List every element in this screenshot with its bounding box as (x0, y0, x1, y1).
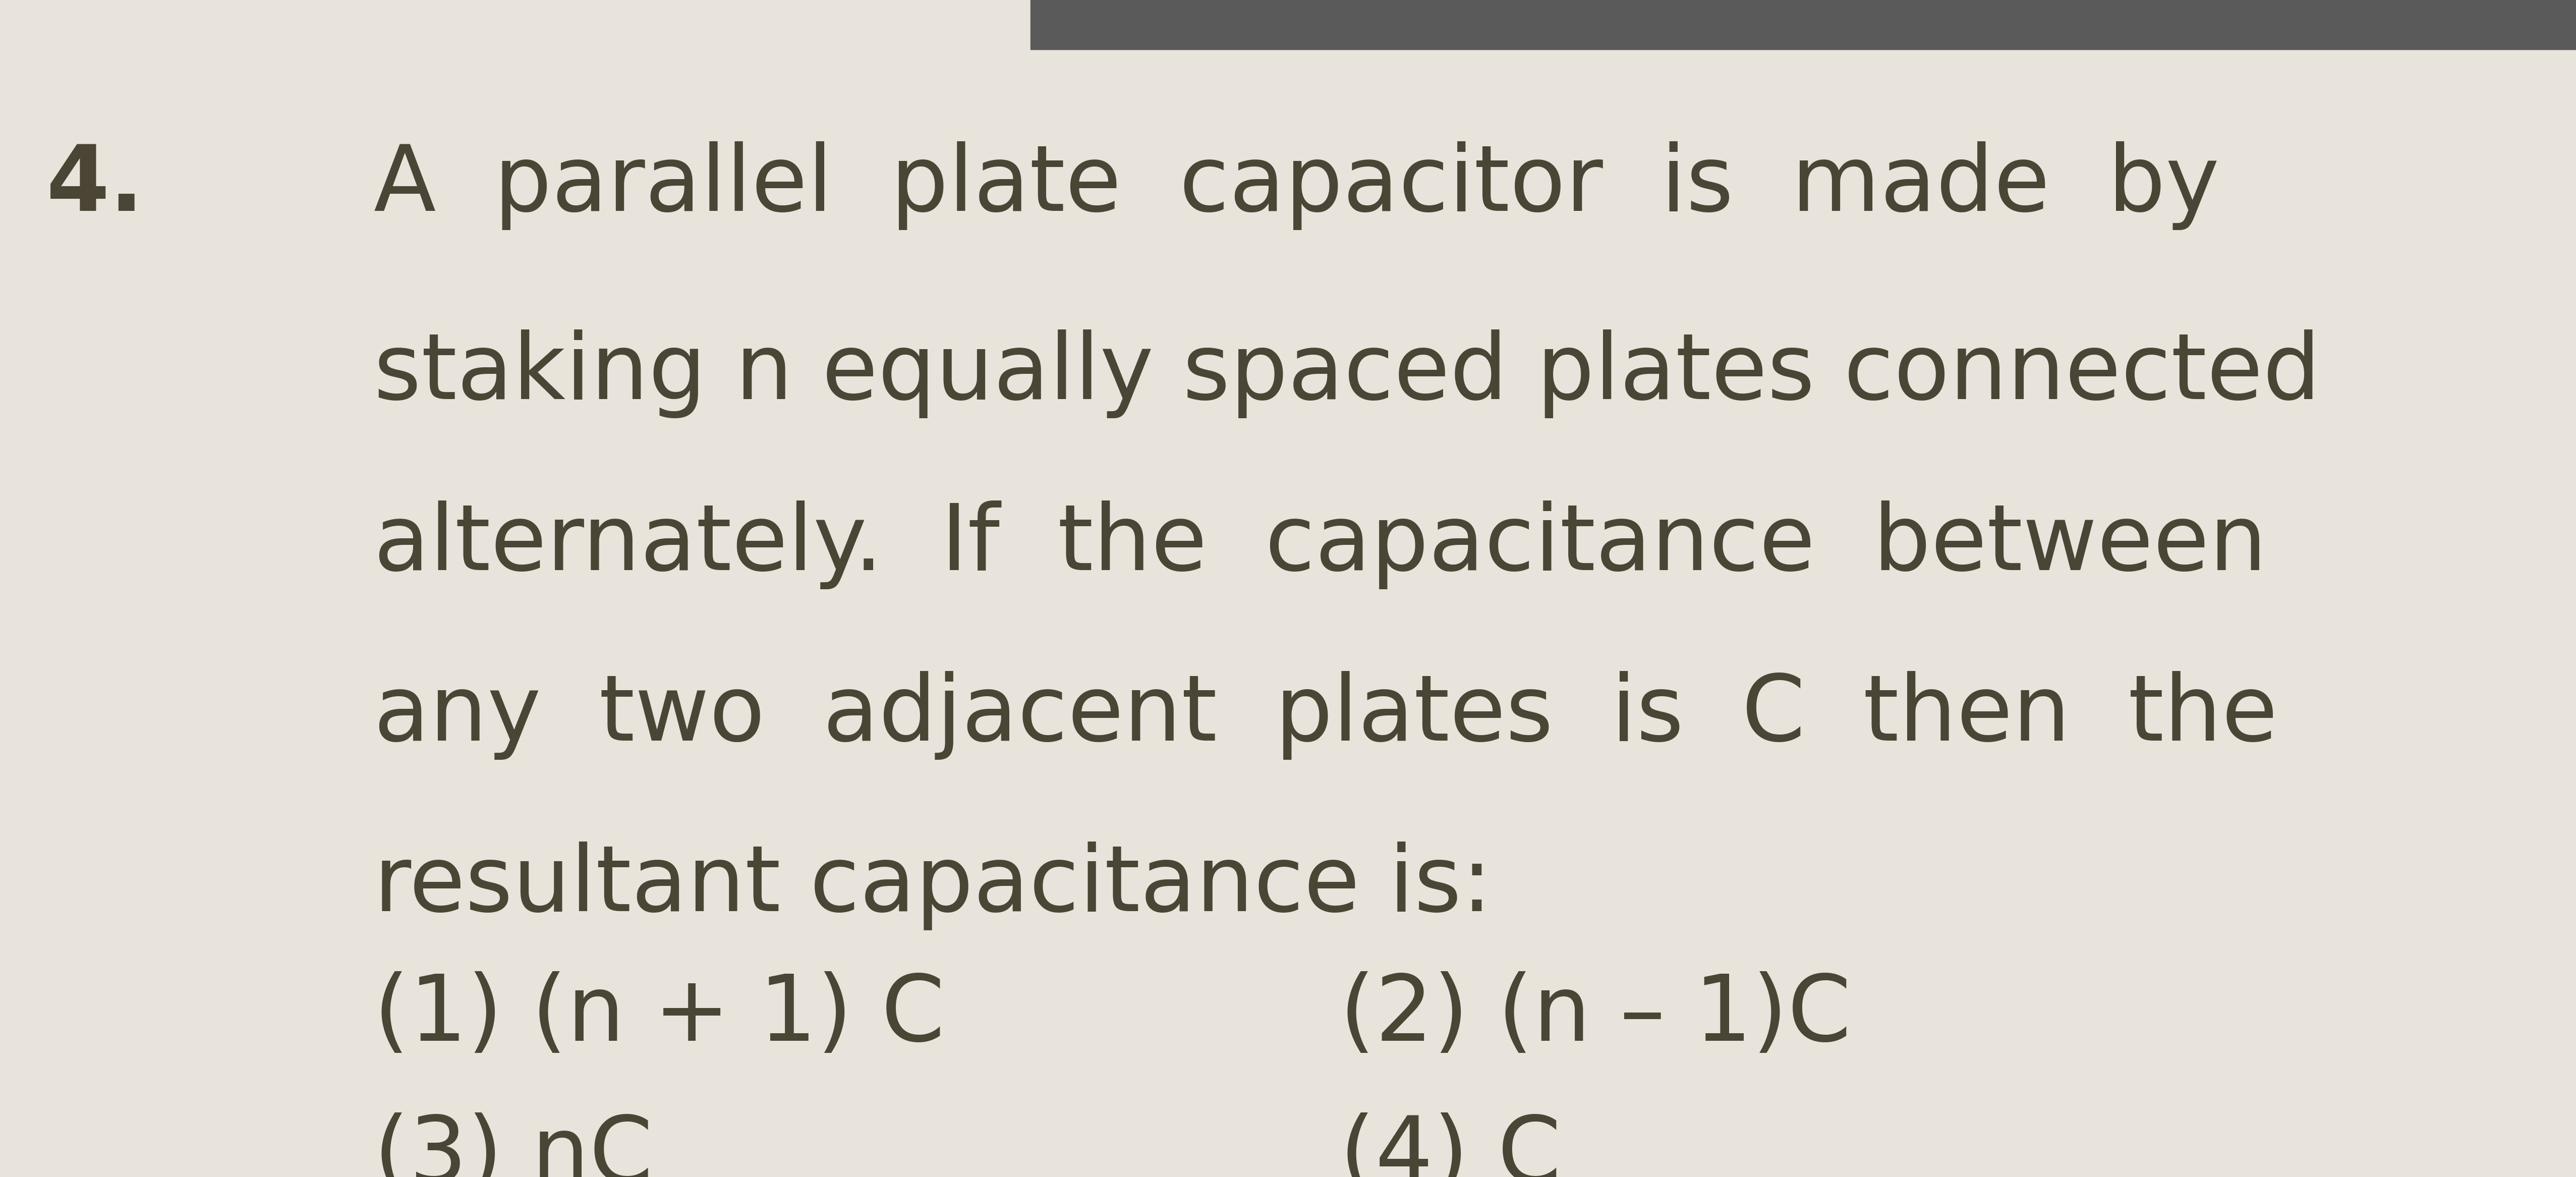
Text: 4.: 4. (46, 141, 144, 230)
Text: A  parallel  plate  capacitor  is  made  by: A parallel plate capacitor is made by (374, 141, 2218, 230)
Text: (3) nC: (3) nC (374, 1112, 652, 1177)
Text: staking n equally spaced plates connected: staking n equally spaced plates connecte… (374, 330, 2321, 418)
Bar (1030, 0, 2576, 49)
Text: (2) (n – 1)C: (2) (n – 1)C (1340, 971, 1852, 1059)
Text: resultant capacitance is:: resultant capacitance is: (374, 842, 1492, 930)
Text: (1) (n + 1) C: (1) (n + 1) C (374, 971, 945, 1059)
Text: alternately.  If  the  capacitance  between: alternately. If the capacitance between (374, 500, 2267, 588)
Text: any  two  adjacent  plates  is  C  then  the: any two adjacent plates is C then the (374, 671, 2277, 759)
Text: (4) C: (4) C (1340, 1112, 1561, 1177)
